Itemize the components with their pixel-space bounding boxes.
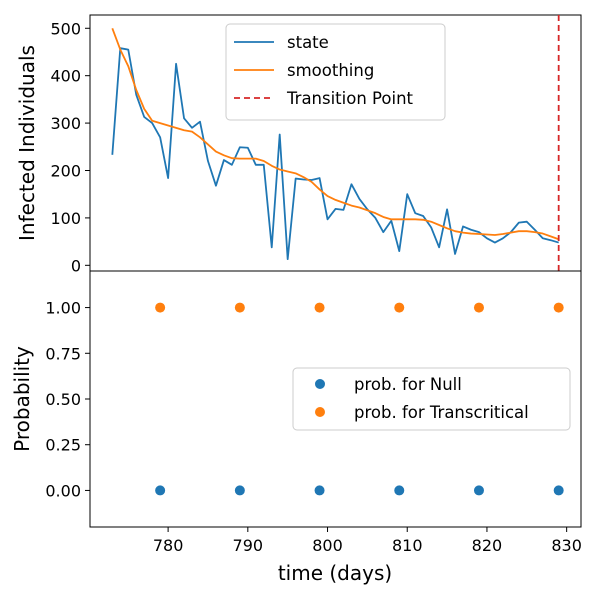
x-tick-label: 800 <box>312 536 343 555</box>
top-y-axis-title: Infected Individuals <box>15 45 39 241</box>
bottom-y-ticks: 0.00 0.25 0.50 0.75 1.00 <box>45 299 90 500</box>
y-tick-label: 500 <box>50 19 81 38</box>
data-point-null <box>234 485 245 496</box>
x-tick-label: 820 <box>472 536 503 555</box>
y-tick-label: 1.00 <box>45 299 81 318</box>
x-tick-label: 780 <box>153 536 184 555</box>
series-line-smoothing <box>111 27 559 241</box>
x-tick-label: 790 <box>233 536 264 555</box>
data-point-transcritical <box>473 302 484 313</box>
y-tick-label: 0.50 <box>45 390 81 409</box>
legend-label: smoothing <box>287 61 374 80</box>
data-point-null <box>473 485 484 496</box>
y-tick-label: 0 <box>71 256 81 275</box>
data-point-null <box>155 485 166 496</box>
legend-label: prob. for Null <box>354 375 462 394</box>
bottom-marks <box>155 302 564 496</box>
legend-label: state <box>287 33 329 52</box>
legend-swatch <box>315 379 325 389</box>
top-legend: state smoothing Transition Point <box>225 23 446 121</box>
y-tick-label: 200 <box>50 161 81 180</box>
bottom-panel: 0.000.250.500.751.00 780 790 800 810 820 830 … <box>10 270 582 585</box>
legend-swatch <box>315 407 325 417</box>
top-marks <box>111 15 560 271</box>
top-panel: 0 100 200 300 400 500 Infected Individuals st… <box>15 14 582 275</box>
y-tick-label: 400 <box>50 67 81 86</box>
legend-label: Transition Point <box>286 89 414 108</box>
data-point-transcritical <box>394 302 405 313</box>
legend-box <box>292 367 571 431</box>
top-y-ticks: 0 100 200 300 400 500 <box>50 19 90 275</box>
data-point-null <box>394 485 405 496</box>
bottom-x-ticks: 780 790 800 810 820 830 <box>153 527 582 555</box>
data-point-transcritical <box>314 302 325 313</box>
y-tick-label: 0.00 <box>45 481 81 500</box>
y-tick-label: 0.25 <box>45 436 81 455</box>
series-line-state <box>111 47 559 261</box>
y-tick-label: 100 <box>50 209 81 228</box>
x-tick-label: 830 <box>551 536 582 555</box>
data-point-transcritical <box>155 302 166 313</box>
data-point-null <box>553 485 564 496</box>
x-axis-title: time (days) <box>278 561 392 585</box>
legend-label: prob. for Transcritical <box>354 403 529 422</box>
y-tick-label: 0.75 <box>45 344 81 363</box>
data-point-transcritical <box>553 302 564 313</box>
data-point-null <box>314 485 325 496</box>
bottom-legend: prob. for Null prob. for Transcritical <box>292 367 571 431</box>
y-tick-label: 300 <box>50 114 81 133</box>
data-point-transcritical <box>234 302 245 313</box>
legend-box <box>225 23 446 121</box>
x-tick-label: 810 <box>392 536 423 555</box>
bottom-y-axis-title: Probability <box>10 346 34 452</box>
